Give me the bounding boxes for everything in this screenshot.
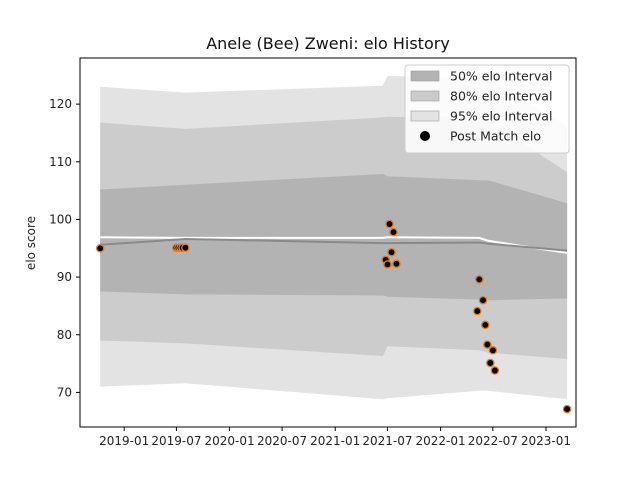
y-tick-label-1: 80 — [57, 328, 72, 342]
x-tick-label-5: 2021-07 — [362, 434, 412, 448]
y-tick-label-5: 120 — [49, 97, 72, 111]
post-match-point-11 — [392, 259, 401, 269]
legend-label-1: 80% elo Interval — [450, 89, 552, 104]
y-tick-label-4: 110 — [49, 155, 72, 169]
post-match-point-8 — [385, 219, 394, 229]
post-match-point-14 — [478, 295, 488, 305]
y-tick-label-2: 90 — [57, 270, 72, 284]
plot-frame — [79, 57, 577, 428]
legend: 50% elo Interval 80% elo Interval 95% elo … — [404, 64, 570, 154]
legend-box — [404, 64, 570, 154]
post-match-point-10 — [389, 227, 398, 237]
post-match-points — [95, 219, 572, 414]
y-axis-title: elo score — [24, 216, 38, 270]
legend-swatch-2 — [410, 110, 440, 122]
post-match-point-5 — [181, 243, 190, 252]
post-match-point-9 — [387, 248, 396, 257]
chart-title: Anele (Bee) Zweni: elo History — [206, 34, 450, 53]
legend-swatch-1 — [410, 90, 440, 102]
post-match-point-18 — [488, 346, 498, 355]
legend-label-2: 95% elo Interval — [450, 109, 552, 124]
post-match-point-0 — [95, 244, 105, 253]
x-tick-label-6: 2022-01 — [416, 434, 466, 448]
post-match-point-13 — [475, 275, 484, 284]
post-match-point-7 — [383, 260, 392, 269]
x-axis: 2019-01 2019-07 2020-01 2020-07 2021-01 2021-… — [99, 427, 571, 448]
median-line — [100, 237, 568, 252]
legend-swatch-0 — [410, 70, 440, 82]
x-tick-label-3: 2020-07 — [257, 434, 307, 448]
post-match-point-16 — [483, 340, 492, 349]
post-match-point-19 — [490, 366, 500, 375]
x-tick-label-7: 2022-07 — [468, 434, 518, 448]
x-tick-label-1: 2019-07 — [151, 434, 201, 448]
y-tick-label-3: 100 — [49, 212, 72, 226]
post-match-point-12 — [473, 306, 482, 316]
post-match-point-15 — [481, 320, 490, 330]
y-tick-label-0: 70 — [57, 385, 72, 399]
post-match-point-20 — [562, 404, 572, 414]
x-tick-label-0: 2019-01 — [99, 434, 149, 448]
mean-line — [100, 236, 568, 254]
y-axis: 70 80 90 100 110 120 — [49, 97, 80, 399]
x-tick-label-2: 2020-01 — [204, 434, 254, 448]
legend-marker-3 — [420, 131, 430, 141]
x-tick-label-8: 2023-01 — [521, 434, 571, 448]
legend-label-0: 50% elo Interval — [450, 69, 552, 84]
x-tick-label-4: 2021-01 — [310, 434, 360, 448]
legend-label-3: Post Match elo — [450, 129, 541, 144]
trend-lines — [100, 236, 568, 254]
post-match-point-17 — [486, 358, 495, 368]
